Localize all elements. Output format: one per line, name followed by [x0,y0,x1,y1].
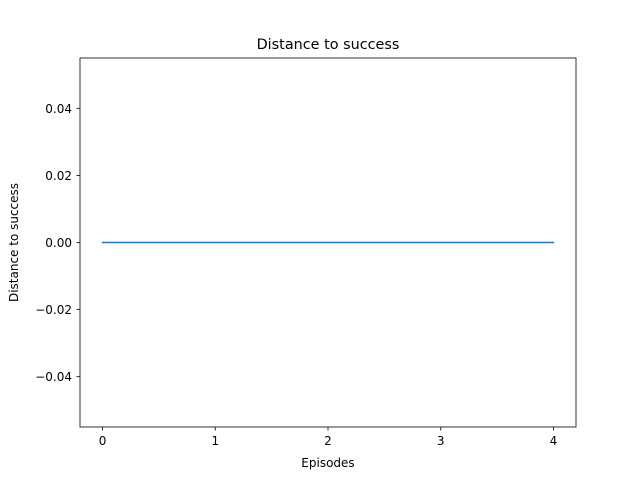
axes-frame [79,57,577,428]
y-axis-label: Distance to success [7,183,21,302]
x-tick-label: 4 [550,434,558,448]
y-tick-label: 0.02 [45,169,72,183]
y-axis-ticks: −0.04 −0.02 0.00 0.02 0.04 [35,102,80,384]
y-tick-label: 0.00 [45,236,72,250]
x-tick-label: 0 [99,434,107,448]
x-axis-label: Episodes [301,456,354,470]
y-tick-label: −0.04 [35,370,72,384]
x-tick-label: 1 [211,434,219,448]
x-axis-ticks: 0 1 2 3 4 [99,427,558,448]
y-tick-label: −0.02 [35,303,72,317]
x-tick-label: 2 [324,434,332,448]
chart-title: Distance to success [257,37,400,53]
x-tick-label: 3 [437,434,445,448]
y-tick-label: 0.04 [45,102,72,116]
